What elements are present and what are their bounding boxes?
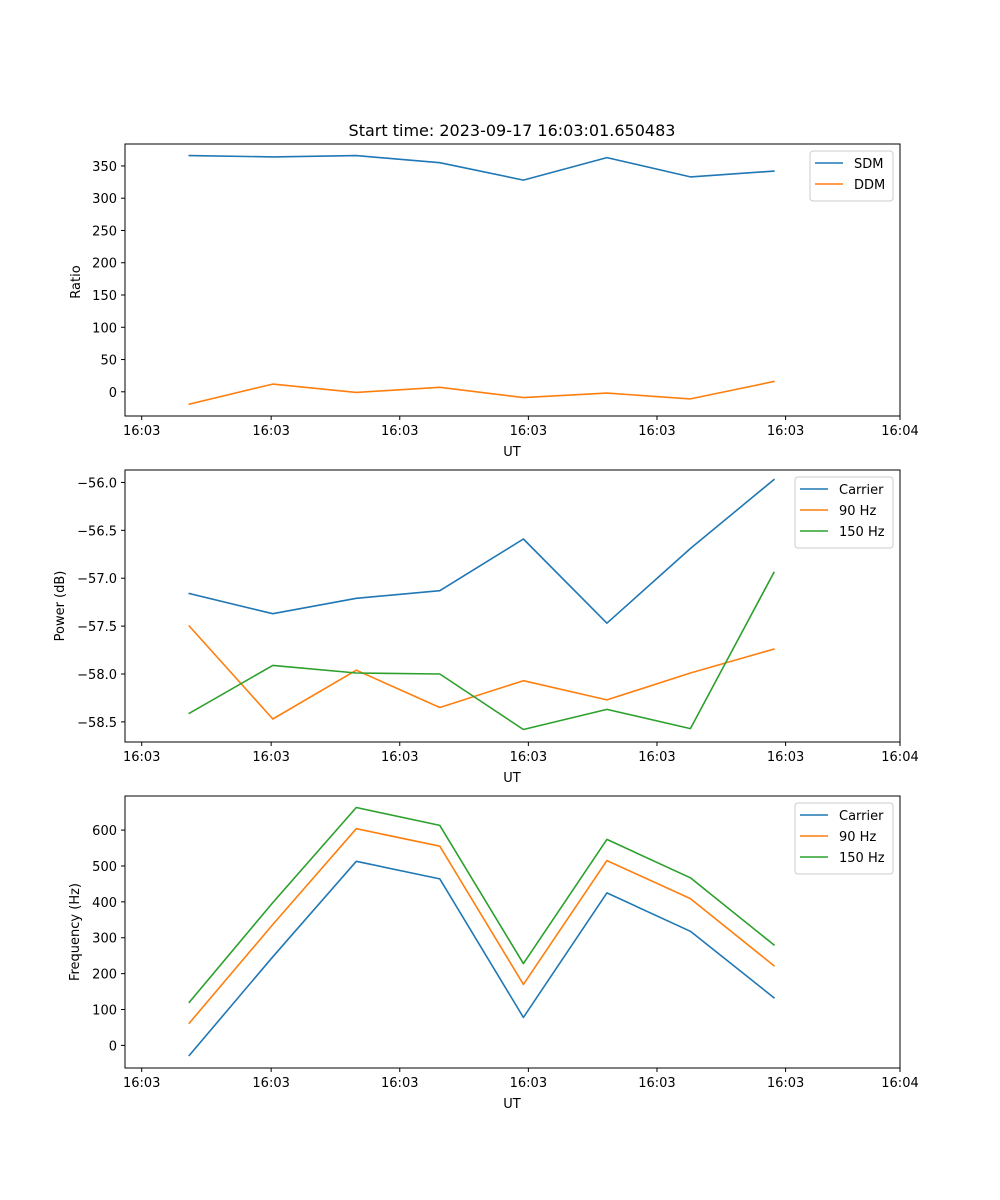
y-tick-label: −57.5 — [77, 620, 117, 635]
x-axis-label: UT — [503, 771, 521, 786]
series-line-150-hz — [188, 571, 775, 731]
y-tick-label: 600 — [92, 824, 117, 839]
power-panel: UT Power (dB) 16:03 16:03 16:03 16:03 16:03 1… — [53, 469, 919, 786]
y-tick-label: 100 — [92, 1004, 117, 1019]
ratio-panel: UT Ratio 16:03 16:03 16:03 16:03 16:03 16:03 1… — [69, 143, 919, 460]
x-tick-label: 16:03 — [638, 750, 675, 765]
legend-label: SDM — [854, 157, 883, 172]
series-line-carrier — [188, 478, 776, 625]
series-line-sdm — [188, 154, 775, 181]
x-tick-label: 16:03 — [252, 424, 289, 439]
y-tick-label: 0 — [109, 1039, 117, 1054]
figure-title: Start time: 2023-09-17 16:03:01.650483 — [349, 121, 676, 140]
legend-label: Carrier — [839, 809, 884, 824]
x-tick-label: 16:03 — [510, 750, 547, 765]
legend-label: 150 Hz — [839, 851, 885, 866]
x-tick-label: 16:03 — [123, 750, 160, 765]
series-line-carrier — [188, 860, 776, 1057]
x-tick-label: 16:03 — [510, 1076, 547, 1091]
x-tick-label: 16:03 — [638, 1076, 675, 1091]
y-tick-label: 100 — [92, 321, 117, 336]
y-tick-label: 200 — [92, 968, 117, 983]
y-axis-label: Ratio — [69, 265, 84, 298]
x-tick-label: 16:03 — [381, 424, 418, 439]
y-tick-label: −56.0 — [77, 476, 117, 491]
y-axis-label: Frequency (Hz) — [68, 883, 83, 981]
y-tick-label: 300 — [92, 932, 117, 947]
x-tick-label: 16:03 — [510, 424, 547, 439]
legend-label: 90 Hz — [839, 830, 876, 845]
x-tick-label: 16:04 — [881, 424, 918, 439]
y-tick-label: 250 — [92, 224, 117, 239]
legend-label: DDM — [854, 178, 885, 193]
x-tick-label: 16:03 — [767, 1076, 804, 1091]
x-tick-label: 16:03 — [252, 1076, 289, 1091]
x-tick-label: 16:03 — [638, 424, 675, 439]
x-axis-label: UT — [503, 445, 521, 460]
y-tick-label: 200 — [92, 257, 117, 272]
x-tick-label: 16:03 — [767, 424, 804, 439]
legend-label: Carrier — [839, 483, 884, 498]
legend-label: 150 Hz — [839, 525, 885, 540]
y-tick-label: 400 — [92, 896, 117, 911]
frequency-panel: UT Frequency (Hz) 16:03 16:03 16:03 16:03 16… — [68, 795, 919, 1112]
y-axis-label: Power (dB) — [53, 571, 68, 642]
y-tick-label: −58.0 — [77, 668, 117, 683]
x-tick-label: 16:03 — [381, 750, 418, 765]
plot-frame — [124, 143, 901, 417]
y-tick-label: 500 — [92, 860, 117, 875]
x-tick-label: 16:04 — [881, 1076, 918, 1091]
legend-label: 90 Hz — [839, 504, 876, 519]
x-tick-label: 16:03 — [123, 1076, 160, 1091]
y-tick-label: 50 — [100, 354, 117, 369]
x-tick-label: 16:03 — [252, 750, 289, 765]
x-tick-label: 16:03 — [123, 424, 160, 439]
y-tick-label: 150 — [92, 289, 117, 304]
plot-frame — [124, 795, 901, 1069]
legend: SDM DDM — [809, 150, 894, 202]
series-line-90-hz — [188, 624, 775, 720]
series-line-90-hz — [188, 827, 776, 1025]
x-axis-label: UT — [503, 1097, 521, 1112]
y-tick-label: −57.0 — [77, 572, 117, 587]
series-line-ddm — [188, 380, 775, 406]
plot-frame — [124, 469, 901, 743]
y-tick-label: 300 — [92, 192, 117, 207]
legend: Carrier 90 Hz 150 Hz — [794, 802, 894, 875]
y-tick-label: −58.5 — [77, 716, 117, 731]
y-tick-label: 0 — [109, 386, 117, 401]
x-tick-label: 16:04 — [881, 750, 918, 765]
x-tick-label: 16:03 — [767, 750, 804, 765]
y-tick-label: 350 — [92, 160, 117, 175]
series-line-150-hz — [188, 806, 776, 1004]
legend: Carrier 90 Hz 150 Hz — [794, 476, 894, 549]
y-tick-label: −56.5 — [77, 524, 117, 539]
x-tick-label: 16:03 — [381, 1076, 418, 1091]
